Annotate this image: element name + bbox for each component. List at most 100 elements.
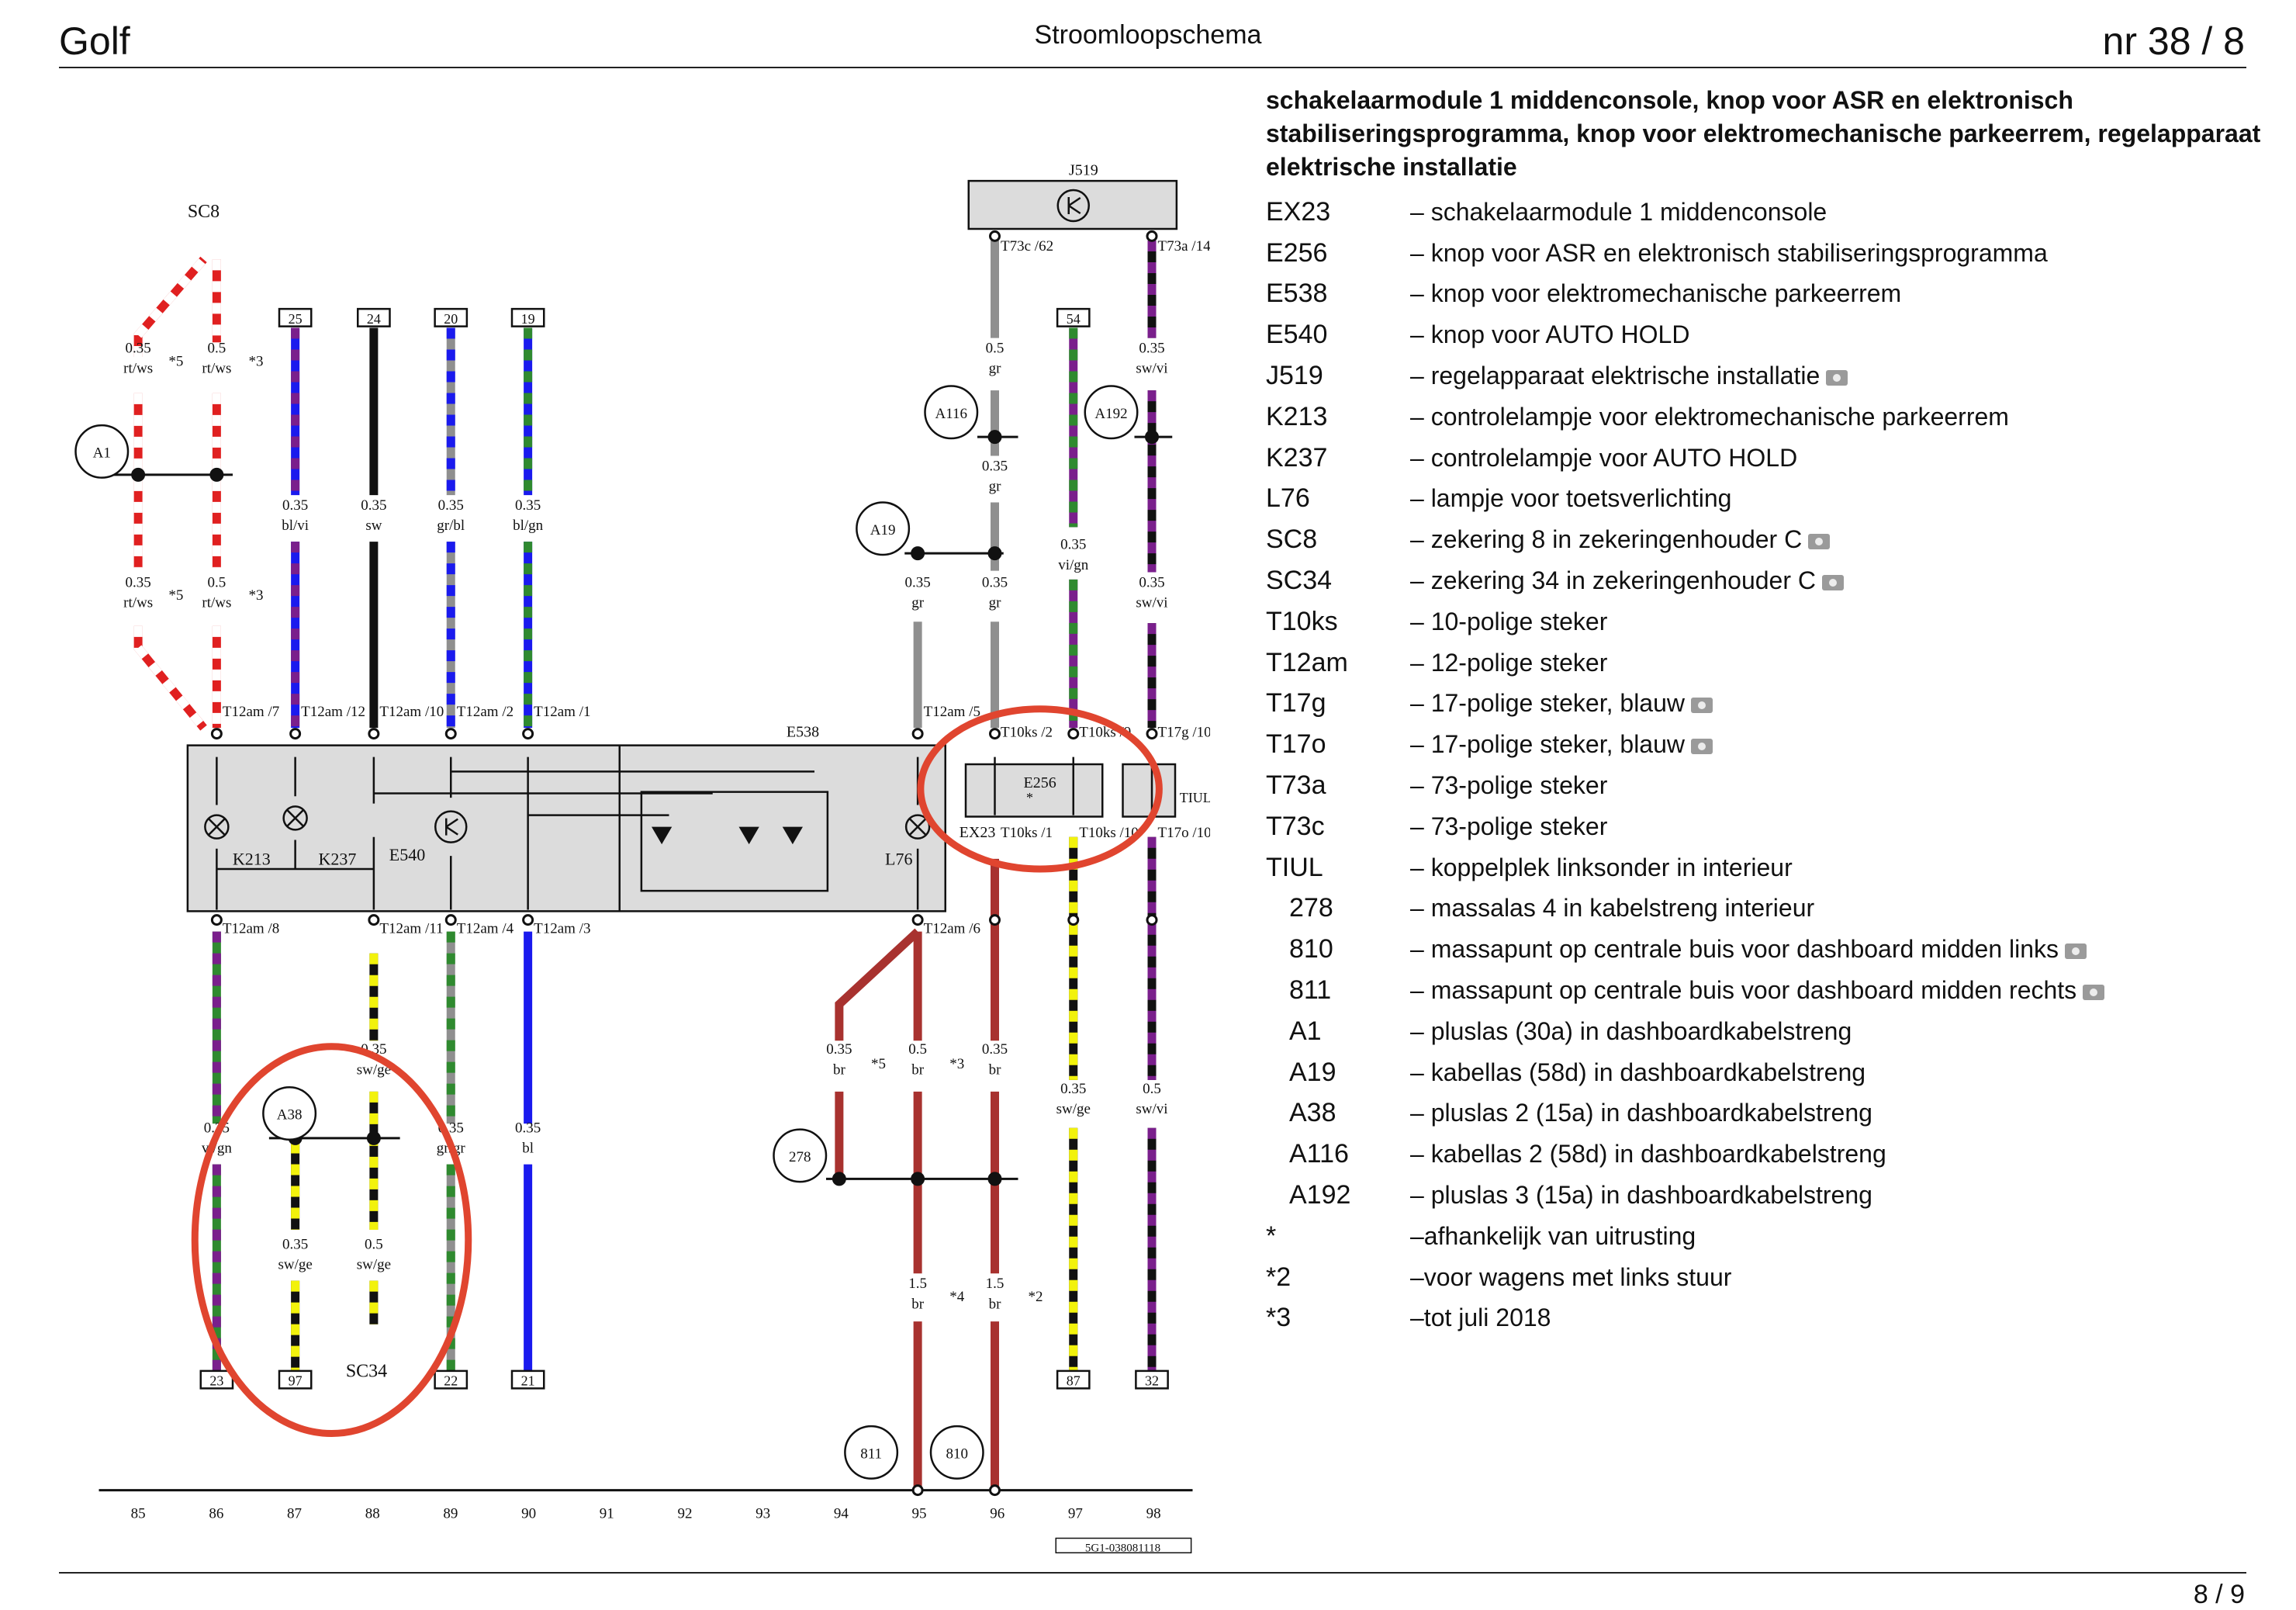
splice-a38-label: A38 <box>277 1107 303 1124</box>
legend-description-text: – pluslas (30a) in dashboardkabelstreng <box>1410 1016 1852 1045</box>
wire-label-2-color: bl/vi <box>282 518 309 534</box>
camera-icon[interactable] <box>1691 698 1713 713</box>
camera-icon[interactable] <box>1808 533 1831 549</box>
connector-pin <box>444 914 457 926</box>
legend-description: – 73-polige steker <box>1410 771 2274 800</box>
legend-item: A19 – kabellas (58d) in dashboardkabelstr… <box>1266 1052 2274 1093</box>
wire-label-22-color: sw/ge <box>278 1257 312 1273</box>
diode-symbol <box>738 826 759 845</box>
legend-description-text: – 17-polige steker, blauw <box>1410 730 1685 759</box>
camera-icon[interactable] <box>1826 369 1848 386</box>
legend-item: T17g – 17-polige steker, blauw <box>1266 684 2274 725</box>
legend-code: A116 <box>1289 1139 1349 1169</box>
lamp-symbol <box>204 814 230 840</box>
legend-item: *2 –voor wagens met links stuur <box>1266 1257 2274 1298</box>
legend-code: SC8 <box>1266 525 1318 555</box>
legend-description-text: – knop voor ASR en elektronisch stabilis… <box>1410 238 2048 267</box>
connector-pin <box>989 728 1001 740</box>
track-number-88: 88 <box>365 1505 380 1522</box>
legend-code: T73a <box>1266 770 1326 801</box>
legend-item: T17o – 17-polige steker, blauw <box>1266 724 2274 765</box>
splice-a192 <box>1084 385 1139 440</box>
connector-t12am-bottom: T12am /4 <box>457 921 514 937</box>
legend-description: – massalas 4 in kabelstreng interieur <box>1410 894 2274 923</box>
legend-description: –afhankelijk van uitrusting <box>1410 1222 2274 1251</box>
legend: schakelaarmodule 1 middenconsole, knop v… <box>1266 84 2274 1338</box>
wire-tag: *5 <box>168 353 183 369</box>
legend-item: K237 – controlelampje voor AUTO HOLD <box>1266 438 2274 479</box>
legend-code: J519 <box>1266 361 1323 391</box>
legend-item: TIUL – koppelplek linksonder in interieur <box>1266 847 2274 888</box>
wire-tag: *5 <box>168 587 183 604</box>
connector-t10ks-bottom: T10ks /1 <box>1001 825 1053 841</box>
legend-description: – 10-polige steker <box>1410 608 2274 636</box>
legend-item: E256 – knop voor ASR en elektronisch stab… <box>1266 233 2274 274</box>
wire-label-17-size: 0.35 <box>826 1041 852 1058</box>
wire-label-22-size: 0.35 <box>282 1236 308 1252</box>
legend-item: T73c – 73-polige steker <box>1266 806 2274 847</box>
junction-dot <box>987 1172 1002 1186</box>
ref-bottom-22-label: 22 <box>444 1373 458 1389</box>
ref-bottom-87-label: 87 <box>1067 1373 1081 1389</box>
wire-label-5-color: bl/gn <box>513 518 544 534</box>
legend-description: – pluslas (30a) in dashboardkabelstreng <box>1410 1017 2274 1046</box>
wire-label-10-color: vi/gn <box>1058 557 1089 573</box>
ref-top-19-label: 19 <box>521 311 535 327</box>
label-k237: K237 <box>319 849 357 868</box>
connector-t12am-top: T12am /1 <box>534 704 590 720</box>
connector-pin <box>444 728 457 740</box>
camera-icon[interactable] <box>2065 943 2087 959</box>
lamp-symbol <box>904 814 931 840</box>
legend-item: L76 – lampje voor toetsverlichting <box>1266 479 2274 520</box>
header-title: Stroomloopschema <box>1034 20 1262 50</box>
legend-code: A38 <box>1289 1098 1336 1128</box>
track-number-91: 91 <box>600 1505 614 1522</box>
legend-description-text: – knop voor AUTO HOLD <box>1410 320 1690 349</box>
wire-label-23-color: sw/ge <box>357 1257 391 1273</box>
connector-t12am-top: T12am /5 <box>924 704 980 720</box>
legend-item: A38 – pluslas 2 (15a) in dashboardkabelst… <box>1266 1093 2274 1134</box>
connector-t12am-top: T12am /12 <box>301 704 365 720</box>
header-page-number: nr 38 / 8 <box>2102 19 2245 63</box>
diode-symbol <box>782 826 803 845</box>
connector-pin <box>522 728 534 740</box>
legend-description: – knop voor elektromechanische parkeerre… <box>1410 279 2274 308</box>
legend-description: – zekering 8 in zekeringenhouder C <box>1410 525 2274 554</box>
wire-label-18-color: br <box>911 1061 925 1078</box>
wire-label-16-color: bl <box>522 1141 534 1157</box>
legend-description: – regelapparaat elektrische installatie <box>1410 362 2274 390</box>
connector-pin <box>289 728 302 740</box>
track-number-90: 90 <box>521 1505 536 1522</box>
wire-label-a1-left-size: 0.35 <box>126 574 151 590</box>
camera-icon[interactable] <box>1822 574 1844 590</box>
legend-description-text: – regelapparaat elektrische installatie <box>1410 362 1821 390</box>
wire-base <box>835 928 921 1041</box>
legend-description: – 73-polige steker <box>1410 812 2274 841</box>
e538-switch-frame <box>640 791 829 892</box>
wire-tag: *5 <box>871 1056 886 1072</box>
wire-stripe <box>133 625 207 731</box>
camera-icon[interactable] <box>1691 738 1713 754</box>
connector-t10ks-top: T10ks /2 <box>1001 724 1053 740</box>
track-number-96: 96 <box>990 1505 1004 1522</box>
legend-code: K237 <box>1266 442 1328 473</box>
legend-code: T10ks <box>1266 606 1338 636</box>
connector-pin <box>1146 728 1158 740</box>
control-unit-symbol <box>1056 189 1090 223</box>
legend-description-text: – koppelplek linksonder in interieur <box>1410 853 1793 881</box>
ref-top-25 <box>278 307 313 327</box>
legend-description-text: – kabellas (58d) in dashboardkabelstreng <box>1410 1058 1866 1086</box>
splice-a192-label: A192 <box>1094 406 1127 422</box>
wire-label-0-size: 0.35 <box>126 340 151 356</box>
splice-a38 <box>262 1086 317 1141</box>
camera-icon[interactable] <box>2083 984 2105 1000</box>
connector-t12am-top: T12am /7 <box>223 704 279 720</box>
legend-description-text: – massalas 4 in kabelstreng interieur <box>1410 894 1815 923</box>
track-number-93: 93 <box>756 1505 770 1522</box>
legend-item: 810 – massapunt op centrale buis voor das… <box>1266 929 2274 970</box>
ref-top-54 <box>1056 307 1091 327</box>
ref-bottom-21-label: 21 <box>521 1373 535 1389</box>
wire-label-21-color: sw/vi <box>1136 1101 1167 1117</box>
label-j519: J519 <box>1069 162 1098 179</box>
splice-a19-label: A19 <box>870 522 896 538</box>
